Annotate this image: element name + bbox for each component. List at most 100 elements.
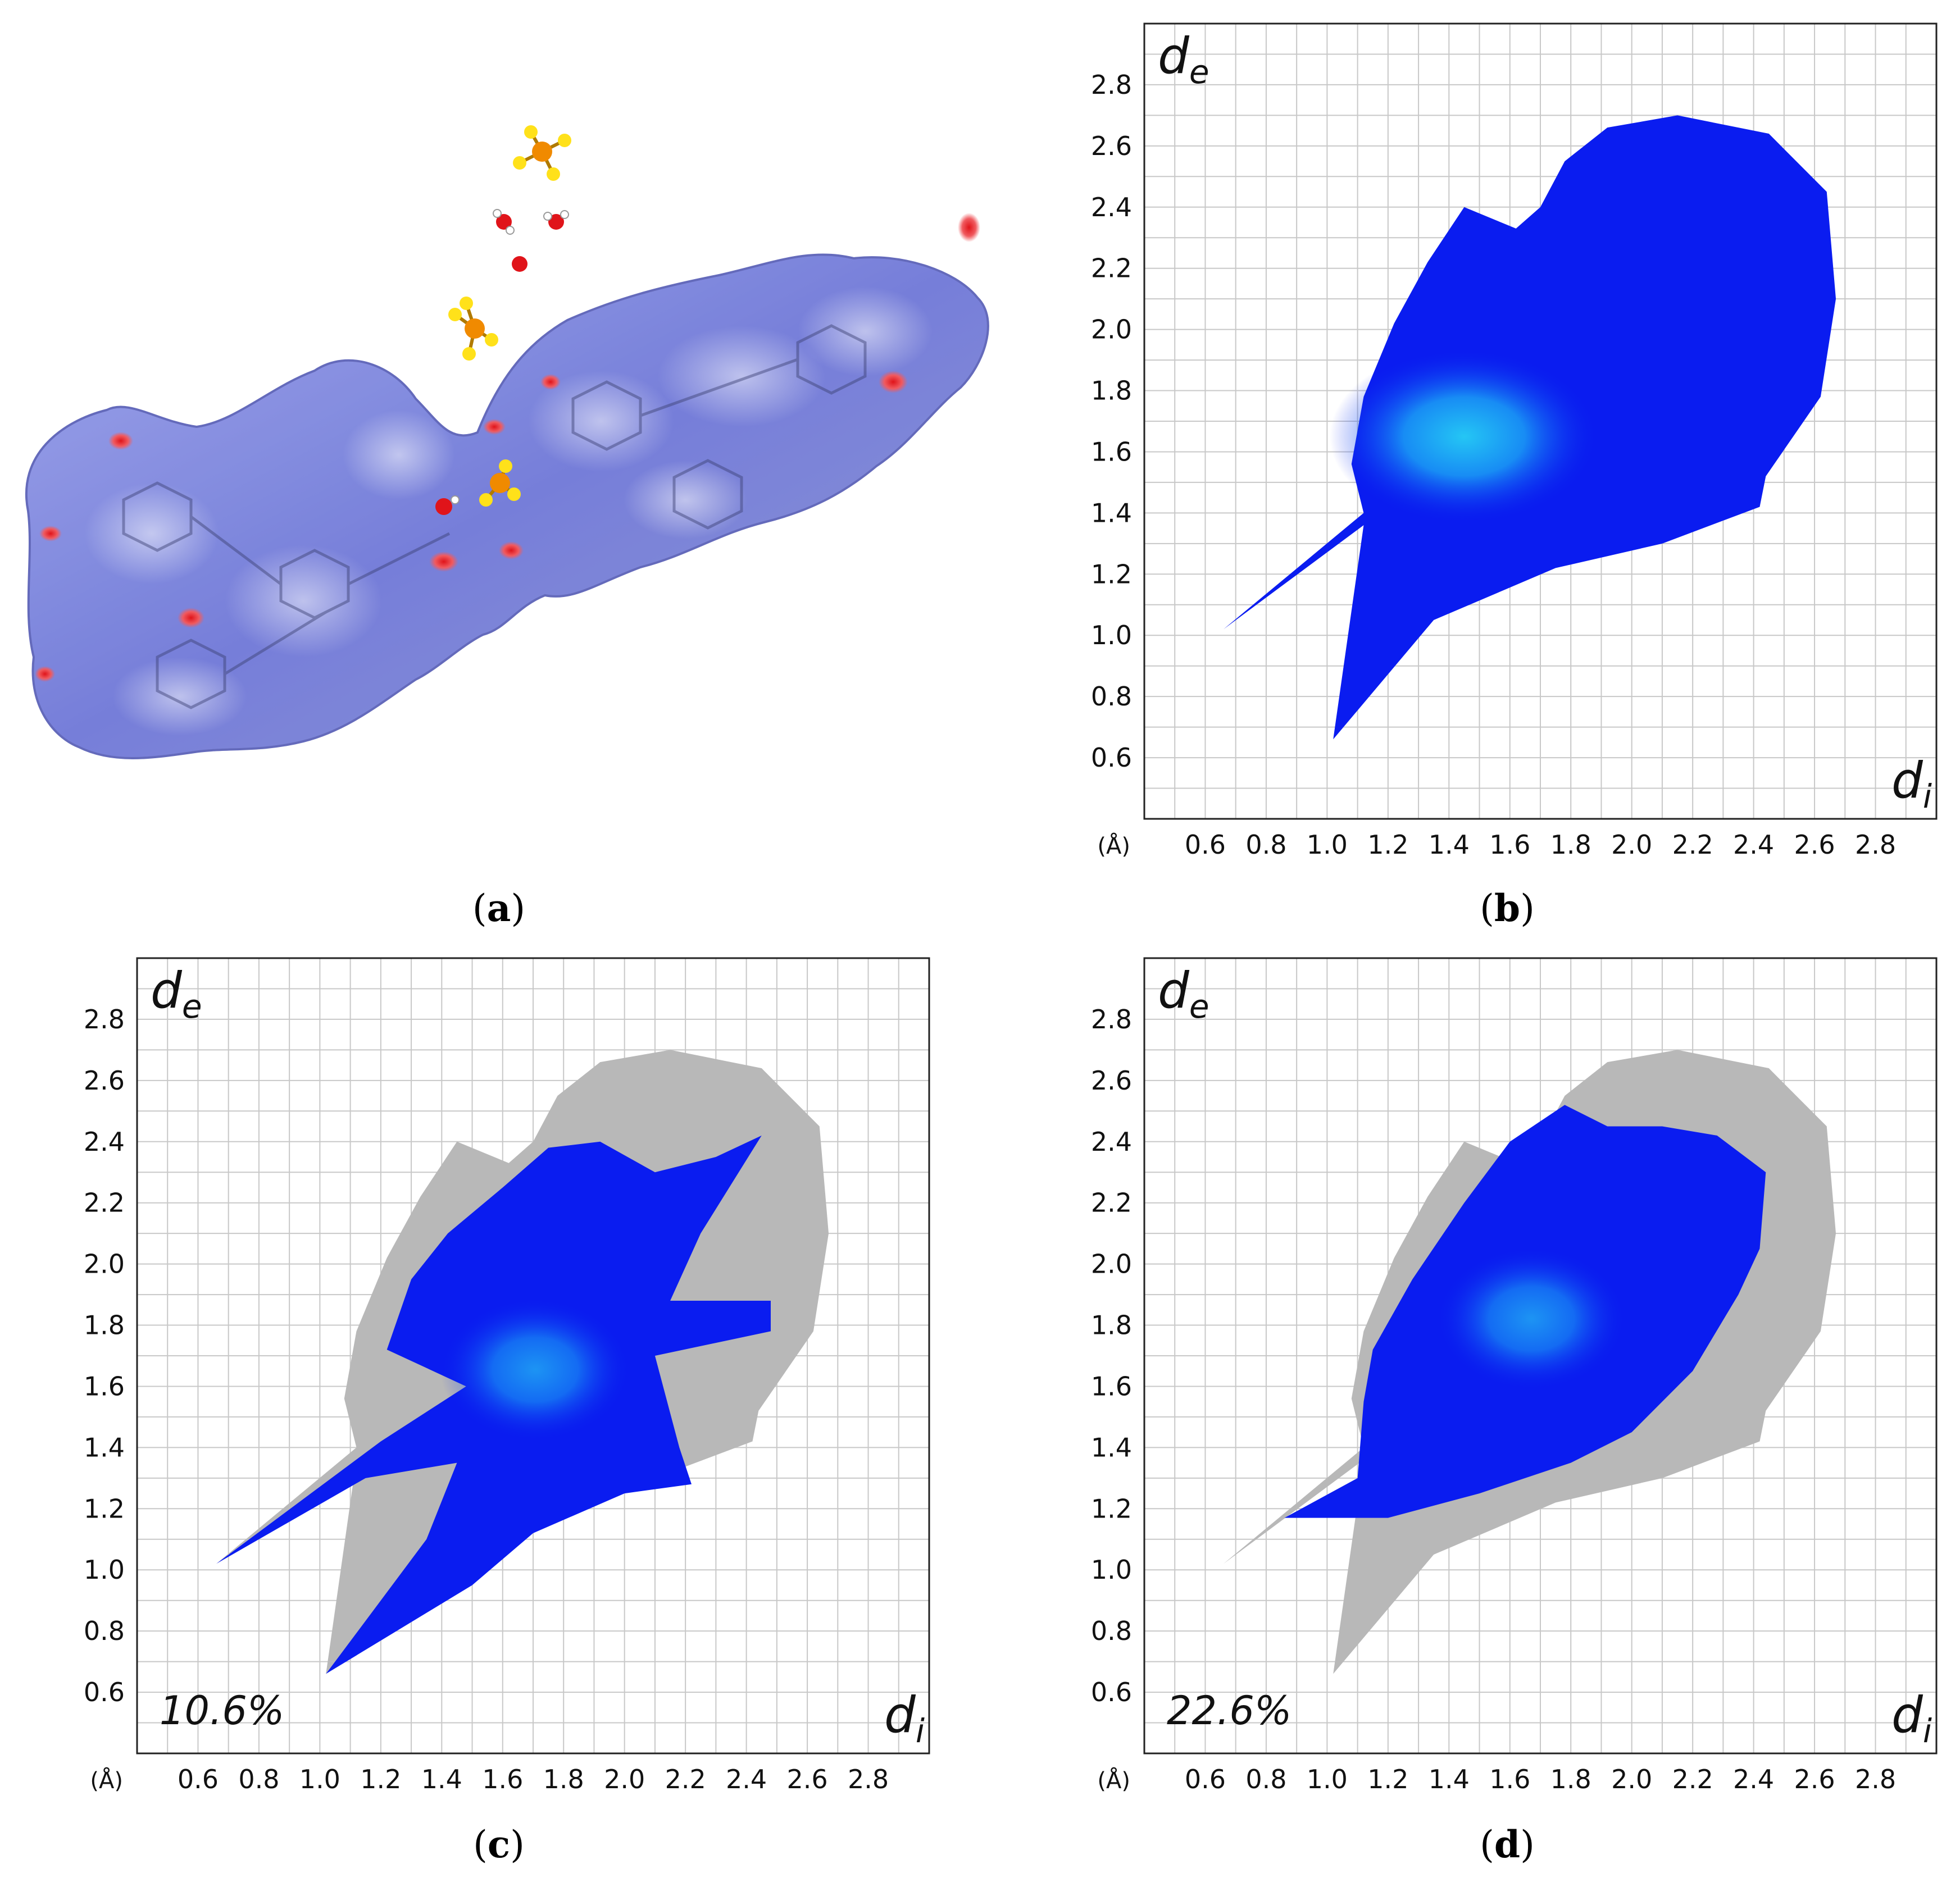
x-tick-label: 1.6 [1489,1764,1530,1794]
contact-percentage: 10.6% [160,1688,284,1734]
ylabel-de: de [1158,961,1209,1026]
y-tick-label: 1.0 [84,1555,125,1585]
panel-caption-c: (c) [473,1822,525,1866]
xlabel-di: di [1891,751,1932,815]
y-tick-label: 1.2 [84,1493,125,1524]
xlabel-subscript: i [1923,1712,1932,1750]
xlabel-subscript: i [1923,777,1932,815]
y-tick-label: 2.6 [84,1065,125,1096]
hirshfeld-surface-illustration [25,125,989,759]
y-tick-label: 1.6 [1091,436,1132,467]
counter-ions-and-water [435,125,571,515]
xlabel-symbol: d [884,1686,916,1744]
xlabel-di: di [1891,1686,1932,1750]
x-tick-label: 0.8 [238,1764,279,1794]
x-tick-label: 1.8 [1550,1764,1591,1794]
y-axis-ticks: 0.6 0.8 1.0 1.2 1.4 1.6 1.8 2.0 2.2 2.4 2.6 2.8 [1091,1004,1132,1707]
xlabel-symbol: d [1891,1686,1923,1744]
x-tick-label: 2.2 [1672,1764,1713,1794]
xlabel-subscript: i [916,1712,925,1750]
y-tick-label: 0.8 [1091,1616,1132,1646]
y-axis-ticks: 0.6 0.8 1.0 1.2 1.4 1.6 1.8 2.0 2.2 2.4 2.6 2.8 [84,1004,125,1707]
x-axis-ticks: 0.6 0.8 1.0 1.2 1.4 1.6 1.8 2.0 2.2 2.4 2.6 2.8 [178,1764,889,1794]
x-tick-label: 1.0 [1307,1764,1348,1794]
y-tick-label: 2.8 [1091,70,1132,100]
fingerprint-plot-full: 0.60.81.01.21.41.61.82.02.22.42.62.80.6 0… [1091,22,1938,860]
x-tick-label: 2.6 [1794,1764,1835,1794]
axis-unit-label: (Å) [1097,1767,1130,1794]
x-tick-label: 2.4 [726,1764,767,1794]
y-tick-label: 1.6 [1091,1371,1132,1401]
y-tick-label: 2.0 [1091,1249,1132,1279]
x-tick-label: 0.6 [1185,1764,1226,1794]
x-tick-label: 2.8 [1855,1764,1896,1794]
x-tick-label: 2.8 [848,1764,889,1794]
y-tick-label: 1.4 [1091,498,1132,528]
x-tick-label: 2.2 [1672,830,1713,860]
y-tick-label: 2.4 [1091,1127,1132,1157]
y-tick-label: 0.8 [1091,681,1132,712]
y-tick-label: 1.2 [1091,1493,1132,1524]
fingerprint-region [1224,1050,1836,1674]
x-tick-label: 1.2 [1367,830,1408,860]
fingerprint-plot-contact-c: 0.60.81.01.21.41.61.82.02.22.42.62.80.6 0… [84,957,930,1794]
x-tick-label: 2.0 [604,1764,645,1794]
x-tick-label: 0.8 [1245,830,1286,860]
y-tick-label: 0.6 [1091,742,1132,773]
x-tick-label: 2.2 [665,1764,706,1794]
y-tick-label: 1.0 [1091,1555,1132,1585]
ylabel-de: de [1158,27,1209,91]
y-axis-ticks: 0.6 0.8 1.0 1.2 1.4 1.6 1.8 2.0 2.2 2.4 2.6 2.8 [1091,70,1132,773]
fingerprint-plot-contact-d: 0.60.81.01.21.41.61.82.02.22.42.62.80.6 0… [1091,957,1938,1794]
y-tick-label: 1.0 [1091,620,1132,650]
ylabel-symbol: d [1158,961,1190,1019]
contact-percentage: 22.6% [1167,1688,1291,1734]
y-tick-label: 0.8 [84,1616,125,1646]
ylabel-subscript: e [1189,987,1209,1026]
x-tick-label: 1.6 [482,1764,523,1794]
x-tick-label: 1.4 [1429,1764,1470,1794]
density-hotspot [1329,349,1599,524]
y-tick-label: 1.4 [1091,1432,1132,1462]
x-tick-label: 2.0 [1611,830,1652,860]
x-tick-label: 2.4 [1733,1764,1774,1794]
plot-frame [1143,957,1938,1755]
fingerprint-region [1224,115,1836,740]
y-tick-label: 2.6 [1091,1065,1132,1096]
ylabel-symbol: d [151,961,183,1019]
panel-caption-d: (d) [1480,1822,1535,1866]
x-tick-label: 0.6 [178,1764,219,1794]
x-tick-label: 1.8 [1550,830,1591,860]
y-tick-label: 1.4 [84,1432,125,1462]
x-tick-label: 1.2 [1367,1764,1408,1794]
y-tick-label: 1.2 [1091,559,1132,589]
plot-frame [136,957,930,1755]
y-tick-label: 1.8 [1091,376,1132,406]
x-tick-label: 0.6 [1185,830,1226,860]
panel-caption-a: (a) [472,886,526,930]
x-tick-label: 2.4 [1733,830,1774,860]
x-tick-label: 1.8 [543,1764,584,1794]
y-tick-label: 2.4 [84,1127,125,1157]
x-tick-label: 2.8 [1855,830,1896,860]
axis-unit-label: (Å) [1097,832,1130,859]
y-tick-label: 2.4 [1091,192,1132,222]
xlabel-symbol: d [1891,751,1923,809]
x-axis-ticks: 0.6 0.8 1.0 1.2 1.4 1.6 1.8 2.0 2.2 2.4 2.6 2.8 [1185,830,1896,860]
x-tick-label: 1.4 [421,1764,462,1794]
y-tick-label: 2.8 [1091,1004,1132,1035]
ylabel-de: de [151,961,202,1026]
x-tick-label: 2.0 [1611,1764,1652,1794]
x-axis-ticks: 0.6 0.8 1.0 1.2 1.4 1.6 1.8 2.0 2.2 2.4 2.6 2.8 [1185,1764,1896,1794]
density-hotspot [440,1298,631,1442]
y-tick-label: 2.0 [84,1249,125,1279]
x-tick-label: 2.6 [786,1764,827,1794]
y-tick-label: 2.0 [1091,315,1132,345]
axis-unit-label: (Å) [90,1767,123,1794]
y-tick-label: 2.2 [84,1188,125,1218]
panel-caption-b: (b) [1480,886,1535,930]
y-tick-label: 2.2 [1091,253,1132,284]
xlabel-di: di [884,1686,925,1750]
x-tick-label: 1.6 [1489,830,1530,860]
x-tick-label: 0.8 [1245,1764,1286,1794]
